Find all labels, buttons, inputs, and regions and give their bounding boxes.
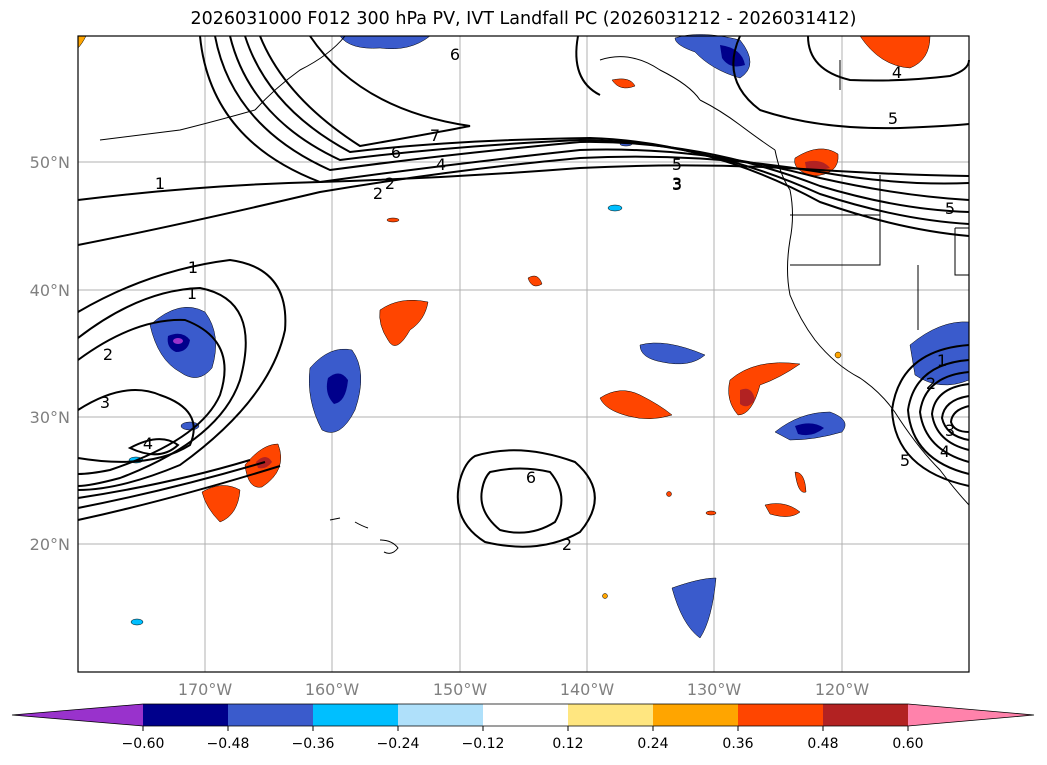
contour-label: 3 xyxy=(672,174,682,193)
contour-label: 4 xyxy=(892,63,902,82)
colorbar-segment xyxy=(738,704,824,726)
lon-label: 140°W xyxy=(560,680,615,699)
lon-label: 130°W xyxy=(687,680,742,699)
contour-label: 6 xyxy=(450,45,460,64)
colorbar-extend-low xyxy=(12,704,143,726)
contour-label: 4 xyxy=(143,434,153,453)
colorbar-segment xyxy=(143,704,229,726)
contour-label: 6 xyxy=(391,143,401,162)
latitude-labels: 50°N 40°N 30°N 20°N xyxy=(30,153,70,554)
contour-label: 1 xyxy=(937,351,947,370)
coastlines xyxy=(99,35,970,506)
contour-label: 6 xyxy=(526,468,536,487)
lat-label: 30°N xyxy=(30,408,70,427)
lon-label: 150°W xyxy=(433,680,488,699)
contour-label: 1 xyxy=(155,174,165,193)
pv-anomaly-fills xyxy=(77,34,970,639)
colorbar-tick-label: 0.36 xyxy=(722,736,753,752)
hawaii-islands xyxy=(329,517,399,554)
contour-label: 4 xyxy=(940,442,950,461)
colorbar-segment xyxy=(228,704,314,726)
contour-label: 2 xyxy=(926,374,936,393)
lon-label: 120°W xyxy=(815,680,870,699)
colorbar-segment xyxy=(398,704,484,726)
contour-label: 4 xyxy=(436,155,446,174)
contour-label: 2 xyxy=(103,345,113,364)
contour-label: 3 xyxy=(672,175,682,194)
colorbar-segment xyxy=(313,704,399,726)
longitude-labels: 170°W 160°W 150°W 140°W 130°W 120°W xyxy=(178,680,870,699)
map-title: 2026031000 F012 300 hPa PV, IVT Landfall… xyxy=(190,9,857,29)
colorbar-tick-label: −0.24 xyxy=(377,736,420,752)
contour-label: 3 xyxy=(945,421,955,440)
lat-label: 50°N xyxy=(30,153,70,172)
colorbar-segment xyxy=(823,704,909,726)
contour-label: 5 xyxy=(945,199,955,218)
contour-label: 3 xyxy=(100,393,110,412)
colorbar-segment xyxy=(568,704,654,726)
contour-label: 1 xyxy=(188,258,198,277)
contour-labels: 1 2 3 4 5 6 7 6 5 4 3 2 1 1 2 3 4 5 6 2 … xyxy=(100,45,955,554)
contour-label: 5 xyxy=(672,155,682,174)
contour-label: 5 xyxy=(900,451,910,470)
colorbar-tick-label: 0.60 xyxy=(892,736,923,752)
contour-label: 2 xyxy=(562,535,572,554)
colorbar-tick-label: 0.12 xyxy=(552,736,583,752)
lon-label: 170°W xyxy=(178,680,233,699)
lat-label: 40°N xyxy=(30,281,70,300)
map-frame xyxy=(78,36,969,672)
contour-label: 2 xyxy=(385,174,395,193)
colorbar: −0.60 −0.48 −0.36 −0.24 −0.12 0.12 0.24 0.36 0.4… xyxy=(11,703,1035,752)
colorbar-tick-label: 0.24 xyxy=(637,736,668,752)
lat-label: 20°N xyxy=(30,535,70,554)
contour-label: 5 xyxy=(888,109,898,128)
colorbar-segment xyxy=(653,704,739,726)
lon-label: 160°W xyxy=(305,680,360,699)
ivt-contours xyxy=(77,35,970,548)
colorbar-tick-label: −0.12 xyxy=(462,736,505,752)
colorbar-tick-label: −0.48 xyxy=(207,736,250,752)
contour-label: 2 xyxy=(373,184,383,203)
map-border xyxy=(77,35,970,673)
colorbar-tick-label: −0.60 xyxy=(122,736,165,752)
colorbar-extend-high xyxy=(908,704,1034,726)
colorbar-segment xyxy=(483,704,569,726)
contour-label: 7 xyxy=(430,126,440,145)
colorbar-tick-label: 0.48 xyxy=(807,736,838,752)
contour-label: 1 xyxy=(187,284,197,303)
colorbar-tick-label: −0.36 xyxy=(292,736,335,752)
